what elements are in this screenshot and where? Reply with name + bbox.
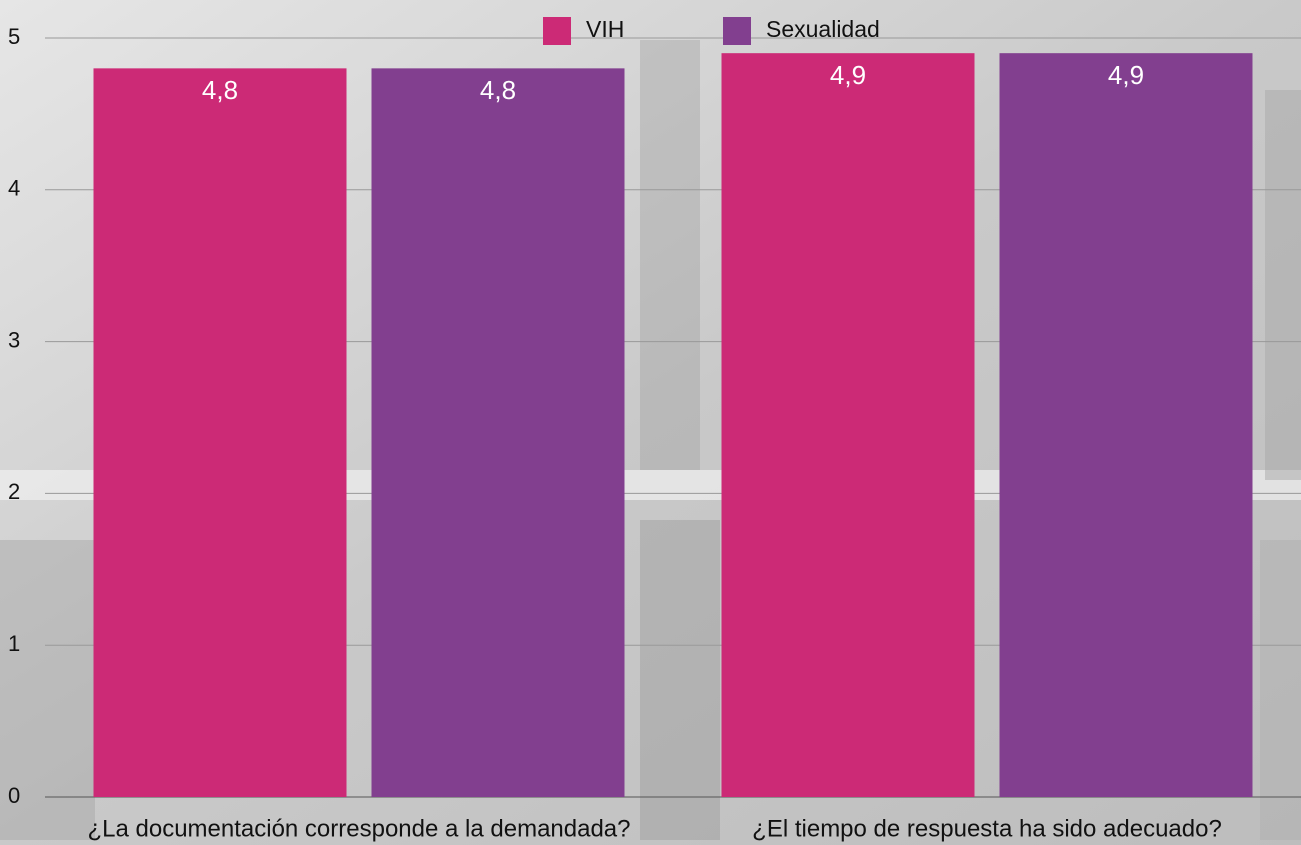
bar bbox=[721, 53, 975, 798]
x-tick-label: ¿La documentación corresponde a la deman… bbox=[87, 815, 630, 842]
bar bbox=[999, 53, 1253, 798]
value-label: 4,9 bbox=[1108, 60, 1144, 90]
y-tick-label: 4 bbox=[8, 176, 20, 201]
y-tick-label: 0 bbox=[8, 783, 20, 808]
y-tick-label: 3 bbox=[8, 327, 20, 352]
legend-label: Sexualidad bbox=[766, 16, 880, 42]
value-label: 4,9 bbox=[830, 60, 866, 90]
value-label: 4,8 bbox=[480, 75, 516, 105]
value-label: 4,8 bbox=[202, 75, 238, 105]
plot-area: 0 1 2 3 4 5 VIH Sexualidad ¿La documentación cor… bbox=[8, 16, 1301, 842]
bar bbox=[93, 68, 347, 798]
x-tick-label: ¿El tiempo de respuesta ha sido adecuado… bbox=[752, 815, 1222, 842]
legend-label: VIH bbox=[586, 16, 624, 42]
y-tick-label: 2 bbox=[8, 479, 20, 504]
legend-swatch bbox=[723, 17, 751, 45]
y-tick-label: 5 bbox=[8, 24, 20, 49]
bar bbox=[371, 68, 625, 798]
legend-swatch bbox=[543, 17, 571, 45]
y-tick-label: 1 bbox=[8, 631, 20, 656]
